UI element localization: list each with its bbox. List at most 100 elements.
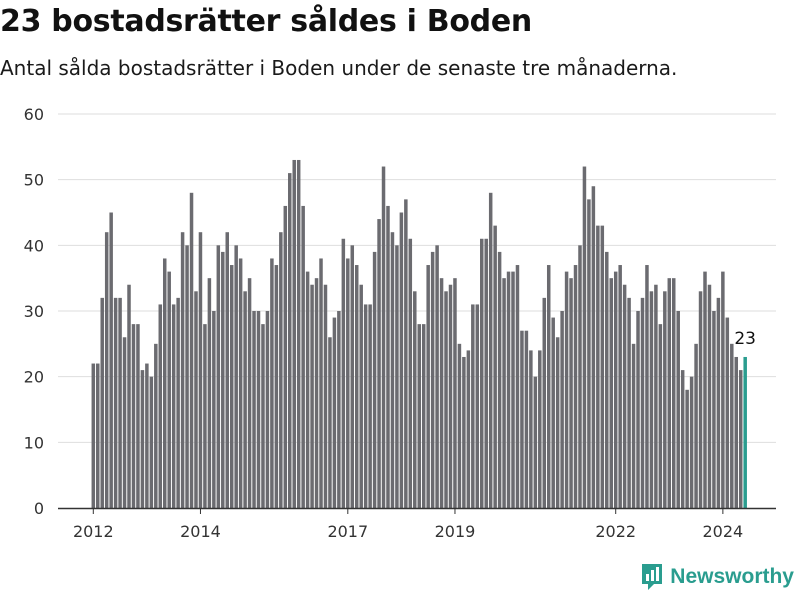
bar (372, 251, 377, 508)
bar (189, 192, 194, 509)
bar (234, 245, 238, 509)
bar (542, 297, 547, 508)
bar (100, 297, 104, 508)
bar (247, 278, 252, 508)
bar (480, 238, 484, 508)
bar (127, 284, 131, 508)
bar (314, 278, 319, 508)
bar (270, 258, 274, 508)
bar (654, 284, 658, 508)
bar (203, 324, 207, 508)
bar (413, 291, 417, 508)
bar (707, 284, 712, 508)
bar (180, 232, 185, 508)
y-tick-label: 20 (24, 368, 44, 387)
bar (212, 311, 216, 508)
bar (185, 245, 189, 509)
bar (359, 284, 363, 508)
y-tick-label: 40 (24, 236, 44, 255)
bar (471, 304, 475, 508)
bar (279, 232, 283, 508)
y-tick-label: 60 (24, 105, 44, 124)
bar (698, 291, 703, 508)
bar (582, 166, 587, 509)
bar (533, 376, 538, 508)
axes: 0 10 20 30 40 50 60 2012 2014 2017 2019 2022 2024 23 (24, 105, 776, 541)
bar (689, 376, 694, 508)
bar (176, 297, 180, 508)
bar (493, 225, 497, 508)
y-tick-label: 50 (24, 171, 44, 190)
bar (497, 251, 502, 508)
brand-name: Newsworthy (670, 565, 794, 588)
bar (136, 324, 140, 508)
bar (377, 219, 381, 509)
bar (296, 159, 301, 508)
bar (390, 232, 395, 508)
y-tick-label: 10 (24, 433, 44, 452)
bar (430, 251, 435, 508)
bar (738, 370, 743, 508)
bar (310, 284, 314, 508)
bar (488, 192, 493, 509)
bar (667, 278, 672, 508)
bar (622, 284, 627, 508)
bar (439, 278, 444, 508)
bar (475, 304, 480, 508)
bar (194, 291, 198, 508)
bar (386, 205, 390, 508)
bar (645, 265, 649, 508)
bar (122, 337, 127, 508)
bar (560, 311, 564, 508)
bar (484, 238, 488, 508)
page-title: 23 bostadsrätter såldes i Boden (0, 4, 532, 39)
bar (596, 225, 600, 508)
bar (221, 251, 225, 508)
bar (426, 265, 430, 508)
bar (404, 199, 408, 508)
bar (167, 271, 171, 508)
x-tick-label: 2022 (595, 522, 636, 541)
bar (640, 297, 645, 508)
bar (721, 271, 725, 508)
bar (225, 232, 229, 508)
x-tick-label: 2017 (327, 522, 368, 541)
bar (104, 232, 109, 508)
bar (462, 356, 466, 508)
y-tick-label: 30 (24, 302, 44, 321)
bar (591, 186, 596, 508)
bar (631, 343, 636, 508)
bar (555, 337, 560, 508)
newsworthy-logo-icon (642, 564, 663, 590)
bar (319, 258, 323, 508)
bar (725, 317, 730, 508)
bar (408, 238, 413, 508)
highlight-value-label: 23 (734, 329, 756, 349)
bar (685, 389, 689, 508)
bar (730, 343, 734, 508)
bar (238, 258, 243, 508)
bar (564, 271, 569, 508)
bar (551, 317, 555, 508)
bar (417, 324, 421, 508)
bar (243, 291, 247, 508)
bar (703, 271, 707, 508)
bar (261, 324, 265, 508)
bar (672, 278, 676, 508)
bar (301, 205, 305, 508)
bar (658, 324, 663, 508)
bar (283, 205, 288, 508)
bar (649, 291, 654, 508)
x-tick-label: 2012 (73, 522, 114, 541)
bar (381, 166, 386, 509)
bar (323, 284, 328, 508)
bar (538, 350, 542, 508)
brand-logo: Newsworthy (640, 562, 794, 592)
bar (354, 265, 359, 508)
bar (341, 238, 346, 508)
bar (520, 330, 524, 508)
bar (600, 225, 605, 508)
bar (609, 278, 613, 508)
bar (216, 245, 221, 509)
bar (140, 370, 145, 508)
